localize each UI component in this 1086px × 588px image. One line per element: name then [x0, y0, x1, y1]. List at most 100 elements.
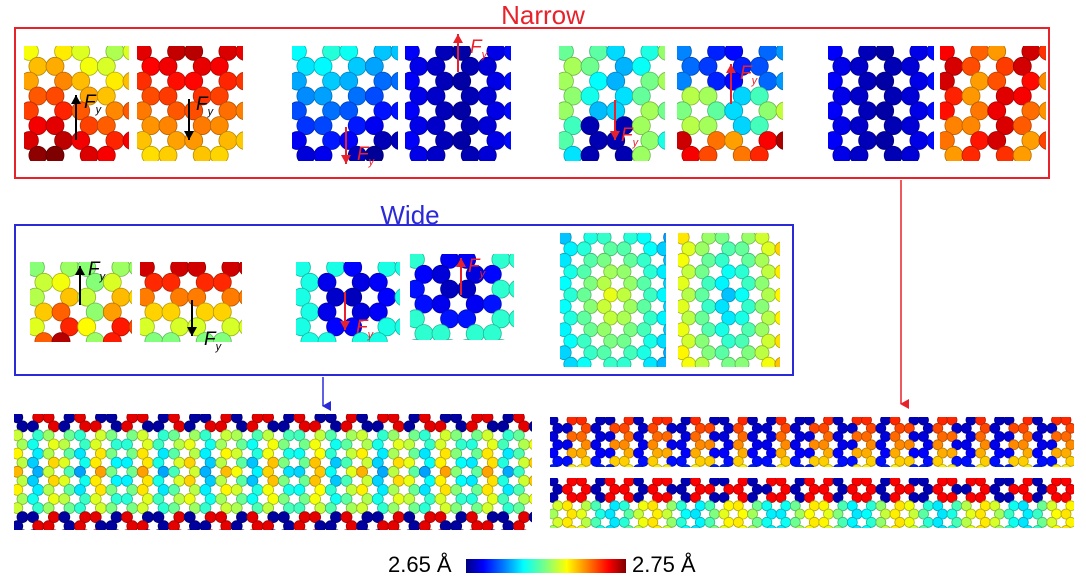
atom	[136, 484, 149, 496]
atom	[560, 276, 572, 291]
atom-lattice	[678, 233, 780, 367]
atom	[656, 356, 666, 367]
atom	[734, 310, 750, 326]
atom	[390, 101, 398, 120]
atom	[675, 439, 687, 451]
atom	[465, 438, 478, 451]
atom	[960, 455, 972, 467]
atom	[324, 429, 337, 442]
atom	[918, 478, 929, 487]
atom	[324, 465, 337, 478]
atom	[1032, 417, 1043, 426]
atom	[903, 500, 915, 512]
atom	[718, 417, 730, 426]
atom-lattice	[30, 262, 132, 342]
atom	[719, 464, 729, 467]
atom	[482, 294, 502, 314]
atom	[606, 71, 626, 91]
atom	[309, 511, 322, 523]
atom	[158, 116, 178, 135]
atom	[775, 131, 783, 150]
atom	[918, 492, 929, 503]
atom	[718, 431, 730, 442]
atom	[238, 319, 242, 335]
atom	[387, 447, 400, 460]
atom	[27, 511, 39, 523]
atom	[121, 474, 133, 487]
atom	[604, 417, 616, 426]
atom	[27, 420, 39, 433]
atom	[576, 525, 587, 528]
atom	[789, 500, 801, 512]
atom	[496, 339, 505, 340]
atom	[24, 131, 39, 150]
atom	[926, 71, 934, 91]
atom	[503, 131, 511, 150]
atom	[497, 511, 510, 523]
atom	[754, 299, 770, 314]
atom	[818, 439, 830, 451]
atom	[675, 516, 687, 528]
atom	[718, 508, 730, 520]
atom	[661, 478, 673, 487]
atom	[903, 483, 915, 495]
atom-lattice	[14, 414, 532, 530]
atom	[804, 508, 815, 520]
atom	[184, 71, 204, 91]
atom	[356, 429, 369, 442]
atom	[24, 101, 39, 121]
atom	[1060, 478, 1072, 487]
atom	[774, 310, 780, 326]
atom	[987, 131, 1007, 150]
atom	[105, 484, 118, 496]
atom	[932, 500, 944, 512]
atom	[1003, 478, 1015, 487]
atom	[343, 262, 363, 277]
atom	[450, 465, 463, 478]
atom	[426, 86, 446, 106]
atom	[994, 525, 1005, 528]
atom	[724, 46, 744, 61]
atom	[215, 474, 228, 487]
force-arrow	[456, 258, 466, 295]
atom	[450, 484, 463, 496]
atom	[590, 483, 602, 495]
force-arrow	[184, 99, 194, 140]
atom	[657, 46, 665, 61]
atom	[596, 252, 612, 268]
atom	[616, 356, 632, 367]
atom	[550, 525, 558, 528]
atom	[340, 493, 353, 505]
narrow-panel-2	[137, 46, 243, 161]
atom	[317, 332, 337, 342]
atom	[677, 101, 692, 121]
atom	[137, 131, 152, 150]
atom	[580, 116, 600, 135]
atom	[128, 262, 132, 275]
atom	[605, 464, 615, 467]
atom	[246, 474, 259, 487]
atom	[946, 478, 958, 487]
atom	[875, 516, 887, 528]
atom	[633, 525, 644, 528]
atom	[605, 525, 615, 528]
atom	[168, 414, 180, 424]
atom	[394, 262, 400, 276]
atom	[122, 72, 129, 91]
atom	[450, 502, 463, 514]
atom	[309, 493, 322, 505]
atom	[105, 447, 118, 460]
narrow-panel-4	[405, 46, 511, 161]
atom	[481, 465, 494, 478]
atom	[989, 422, 1001, 434]
atom	[105, 465, 118, 478]
atom	[616, 310, 632, 326]
atom	[387, 429, 400, 442]
atom	[604, 508, 616, 520]
atom	[199, 520, 212, 530]
atom	[596, 299, 612, 314]
atom	[852, 525, 862, 528]
wide-title: Wide	[380, 200, 440, 230]
atom	[832, 447, 844, 459]
atom	[832, 417, 844, 426]
